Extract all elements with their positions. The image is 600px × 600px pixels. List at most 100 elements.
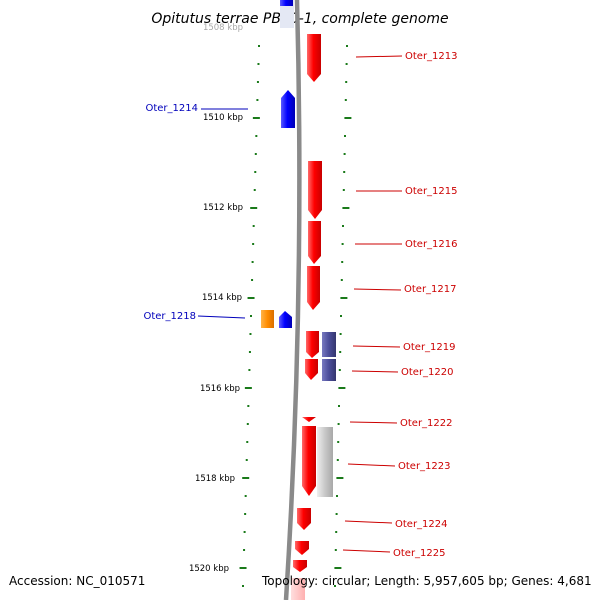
gene-oter-1219[interactable]: [306, 331, 319, 358]
tick-mark: [342, 225, 344, 227]
tick-mark: [252, 225, 255, 227]
purple-feature-1220[interactable]: [322, 359, 336, 381]
tick-mark: [258, 45, 260, 47]
topology-text: Topology: circular; Length: 5,957,605 bp…: [262, 574, 592, 588]
gene-label[interactable]: Oter_1224: [395, 519, 448, 530]
gene-label[interactable]: Oter_1220: [401, 367, 454, 378]
tick-mark: [334, 549, 337, 551]
purple-feature-1219[interactable]: [322, 332, 336, 357]
label-leaders: [197, 55, 403, 553]
kbp-label: 1514 kbp: [202, 293, 242, 303]
gene-oter-1222[interactable]: [302, 426, 316, 496]
tick-mark: [252, 117, 260, 119]
gene-label[interactable]: Oter_1222: [400, 418, 453, 429]
tick-mark: [247, 297, 255, 299]
tick-mark: [336, 459, 339, 461]
top-edge-marker: [280, 0, 294, 28]
gene-features: [261, 0, 336, 600]
tick-mark: [334, 567, 342, 569]
tick-mark: [341, 261, 344, 263]
kbp-label: 1508 kbp: [203, 23, 243, 33]
tick-mark: [338, 405, 340, 407]
tick-mark: [243, 531, 246, 533]
gene-label[interactable]: Oter_1218: [143, 311, 196, 322]
gene-oter-1225[interactable]: [295, 541, 309, 555]
kbp-label: 1512 kbp: [203, 203, 243, 213]
gene-label[interactable]: Oter_1214: [145, 103, 198, 114]
tick-mark: [244, 513, 247, 515]
tick-mark: [335, 513, 338, 515]
leader-oter-1225: [342, 549, 391, 553]
gene-oter-1218[interactable]: [279, 311, 292, 328]
tick-mark: [248, 351, 251, 353]
accession-text: Accession: NC_010571: [9, 574, 146, 588]
tick-mark: [344, 99, 347, 101]
gene-bottom-1[interactable]: [293, 560, 307, 572]
gene-oter-1224[interactable]: [297, 508, 311, 530]
tick-mark: [339, 351, 342, 353]
gene-label[interactable]: Oter_1215: [405, 186, 458, 197]
genome-backbone: [283, 0, 302, 600]
gene-oter-1217[interactable]: [307, 266, 320, 310]
tick-mark: [341, 243, 344, 245]
tick-mark: [254, 153, 257, 155]
tick-mark: [249, 333, 252, 335]
tick-mark: [337, 423, 340, 425]
gene-label[interactable]: Oter_1223: [398, 461, 451, 472]
tick-mark: [244, 387, 252, 389]
leader-oter-1213: [355, 55, 403, 58]
tick-mark: [242, 477, 250, 479]
tick-mark: [339, 333, 342, 335]
gene-oter-1213[interactable]: [307, 34, 321, 82]
leader-oter-1222: [349, 421, 398, 424]
map-title: Opitutus terrae PB90-1, complete genome: [151, 11, 448, 27]
gene-label[interactable]: Oter_1219: [403, 342, 456, 353]
tick-mark: [246, 423, 249, 425]
gene-small-chevron[interactable]: [302, 417, 316, 422]
gene-oter-1220[interactable]: [305, 359, 318, 380]
gene-oter-1216[interactable]: [308, 221, 321, 264]
leader-oter-1220: [351, 370, 399, 373]
tick-mark: [250, 315, 252, 317]
gene-label[interactable]: Oter_1216: [405, 239, 458, 250]
gene-partial-forward[interactable]: [280, 0, 293, 6]
gray-feature-oter-1223[interactable]: [317, 427, 333, 497]
kbp-label: 1520 kbp: [189, 564, 229, 574]
tick-mark: [340, 297, 348, 299]
tick-mark: [342, 189, 345, 191]
tick-mark: [255, 135, 258, 137]
tick-mark: [344, 117, 352, 119]
leader-oter-1217: [353, 288, 402, 291]
rna-feature-oter-1218[interactable]: [261, 310, 274, 328]
tick-mark: [345, 63, 348, 65]
tick-mark: [337, 441, 340, 443]
tick-mark: [256, 81, 259, 83]
tick-marks: [239, 45, 352, 587]
leader-oter-1218: [197, 315, 246, 319]
tick-mark: [342, 207, 350, 209]
gene-label[interactable]: Oter_1225: [393, 548, 446, 559]
tick-mark: [338, 369, 341, 371]
kbp-label: 1516 kbp: [200, 384, 240, 394]
tick-mark: [335, 531, 338, 533]
gene-labels: Oter_1213 Oter_1214 Oter_1215 Oter_1216 …: [143, 51, 457, 559]
gene-oter-1215[interactable]: [308, 161, 322, 219]
tick-mark: [248, 369, 251, 371]
leader-oter-1219: [352, 345, 401, 348]
gene-label[interactable]: Oter_1217: [404, 284, 457, 295]
tick-mark: [253, 189, 256, 191]
tick-mark: [343, 171, 346, 173]
leader-oter-1223: [347, 463, 396, 467]
kbp-label: 1510 kbp: [203, 113, 243, 123]
gene-bottom-2-faded[interactable]: [291, 578, 305, 600]
tick-mark: [252, 243, 255, 245]
tick-mark: [251, 279, 254, 281]
tick-mark: [346, 45, 348, 47]
tick-mark: [246, 441, 249, 443]
tick-mark: [254, 171, 257, 173]
gene-oter-1214[interactable]: [281, 90, 295, 128]
tick-mark: [256, 99, 259, 101]
gene-label[interactable]: Oter_1213: [405, 51, 458, 62]
kbp-label: 1518 kbp: [195, 474, 235, 484]
